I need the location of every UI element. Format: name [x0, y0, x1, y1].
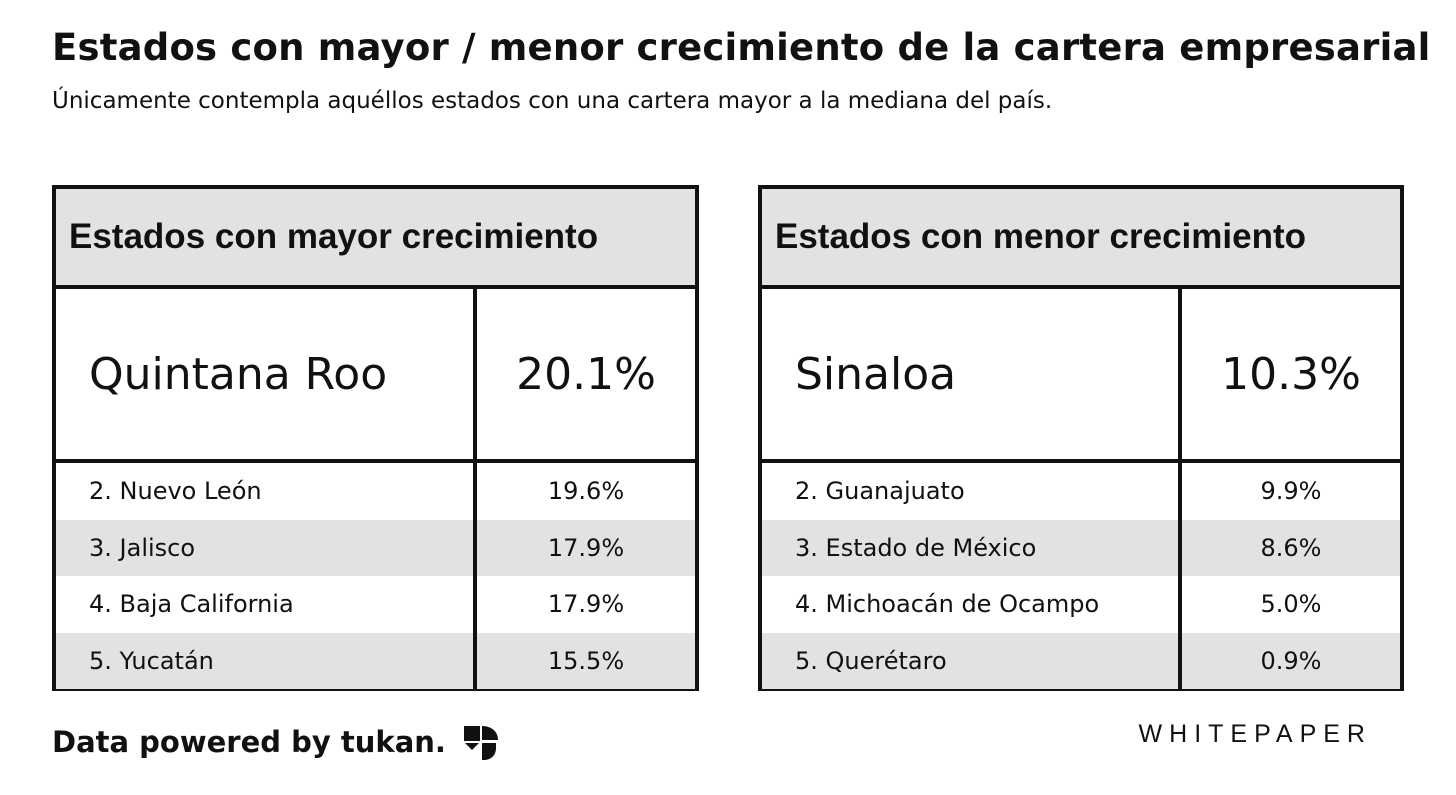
state-value: 17.9%	[473, 519, 695, 576]
state-name: 5. Yucatán	[89, 646, 214, 675]
highest-growth-table: Estados con mayor crecimiento Quintana R…	[52, 185, 699, 691]
table-header: Estados con menor crecimiento	[762, 189, 1400, 289]
state-value: 9.9%	[1178, 463, 1400, 520]
table-row: 2. Nuevo León 19.6%	[56, 463, 695, 520]
credit-text: Data powered by tukan.	[52, 725, 446, 759]
state-value: 19.6%	[473, 463, 695, 520]
page-title: Estados con mayor / menor crecimiento de…	[52, 26, 1431, 69]
lowest-growth-table: Estados con menor crecimiento Sinaloa 10…	[758, 185, 1404, 691]
top-state-value: 20.1%	[473, 289, 695, 459]
state-value: 0.9%	[1178, 632, 1400, 689]
state-value: 15.5%	[473, 632, 695, 689]
state-name: 3. Estado de México	[795, 533, 1037, 562]
top-row: Sinaloa 10.3%	[762, 289, 1400, 463]
state-value: 5.0%	[1178, 576, 1400, 633]
table-row: 5. Yucatán 15.5%	[56, 632, 695, 689]
table-header: Estados con mayor crecimiento	[56, 189, 695, 289]
whitepaper-brand: WHITEPAPER	[1138, 720, 1372, 748]
state-name: 3. Jalisco	[89, 533, 196, 562]
table-row: 3. Jalisco 17.9%	[56, 519, 695, 576]
top-row: Quintana Roo 20.1%	[56, 289, 695, 463]
top-state-value: 10.3%	[1178, 289, 1400, 459]
table-row: 3. Estado de México 8.6%	[762, 519, 1400, 576]
state-name: 4. Michoacán de Ocampo	[795, 590, 1100, 619]
state-name: 5. Querétaro	[795, 646, 947, 675]
tukan-logo-icon	[463, 724, 498, 761]
state-name: 2. Nuevo León	[89, 477, 262, 506]
table-row: 4. Baja California 17.9%	[56, 576, 695, 633]
top-state-name: Quintana Roo	[89, 348, 388, 400]
table-row: 4. Michoacán de Ocampo 5.0%	[762, 576, 1400, 633]
top-state-name: Sinaloa	[795, 348, 957, 400]
state-name: 4. Baja California	[89, 590, 294, 619]
page-subtitle: Únicamente contempla aquéllos estados co…	[52, 88, 1053, 114]
state-value: 17.9%	[473, 576, 695, 633]
footer-credit: Data powered by tukan.	[52, 722, 500, 762]
state-name: 2. Guanajuato	[795, 477, 965, 506]
state-value: 8.6%	[1178, 519, 1400, 576]
table-row: 5. Querétaro 0.9%	[762, 632, 1400, 689]
table-row: 2. Guanajuato 9.9%	[762, 463, 1400, 520]
